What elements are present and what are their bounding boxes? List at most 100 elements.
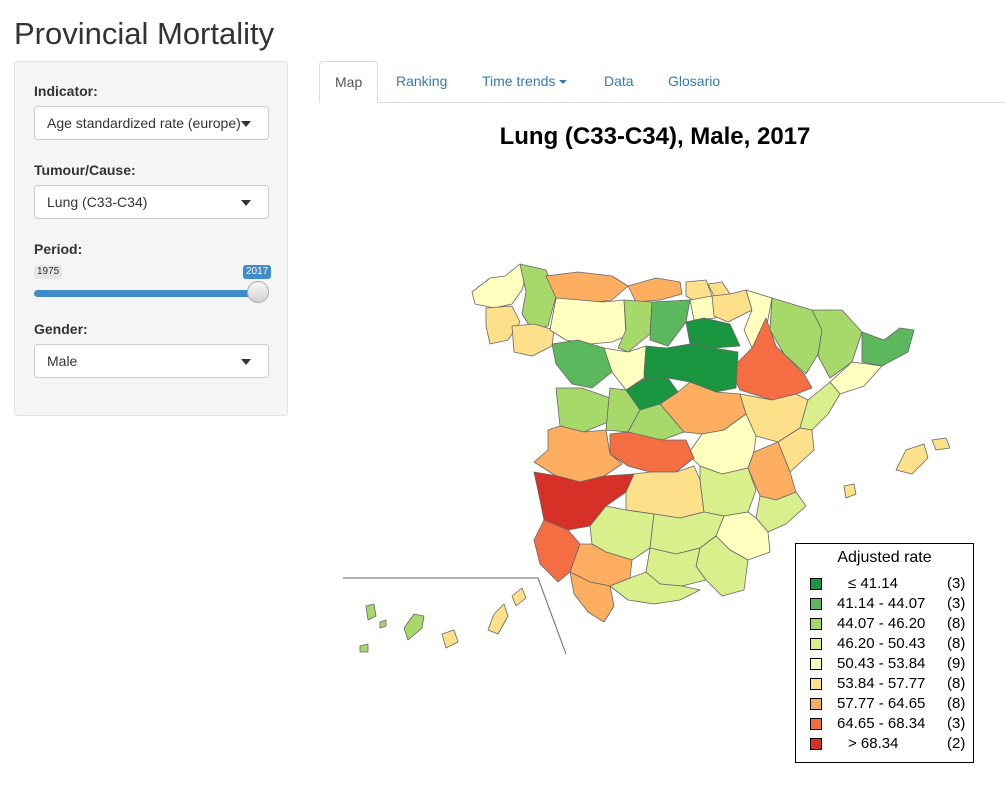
- province-region[interactable]: [649, 299, 691, 347]
- period-slider-handle[interactable]: [247, 281, 269, 303]
- gender-label: Gender:: [34, 321, 88, 337]
- province-region[interactable]: [533, 519, 581, 583]
- indicator-value: Age standardized rate (europe): [47, 115, 241, 131]
- indicator-select[interactable]: Age standardized rate (europe): [34, 106, 269, 140]
- tab-ranking-label: Ranking: [396, 73, 448, 89]
- province-region[interactable]: [471, 263, 529, 309]
- period-slider-value-label: 2017: [243, 265, 272, 279]
- tab-map-label: Map: [335, 74, 363, 90]
- tab-glosario-label: Glosario: [668, 73, 721, 89]
- tab-map[interactable]: Map: [319, 61, 379, 103]
- tab-data-label: Data: [604, 73, 634, 89]
- legend-count: (2): [947, 735, 966, 752]
- province-region[interactable]: [365, 603, 377, 621]
- legend-label: ≤ 41.14: [848, 575, 898, 592]
- province-region[interactable]: [533, 471, 635, 531]
- province-region[interactable]: [755, 491, 807, 533]
- tumour-label: Tumour/Cause:: [34, 162, 136, 178]
- legend-swatch: [810, 738, 822, 750]
- province-region[interactable]: [511, 587, 527, 607]
- legend-swatch: [810, 598, 822, 610]
- chevron-down-icon: [559, 80, 568, 85]
- tab-bar: Map Ranking Time trends Data Glosario: [319, 61, 1005, 103]
- legend-swatch: [810, 638, 822, 650]
- province-region[interactable]: [403, 613, 425, 641]
- legend-label: 46.20 - 50.43: [837, 635, 926, 652]
- province-region[interactable]: [569, 571, 615, 623]
- period-slider-track[interactable]: [34, 290, 259, 297]
- province-region[interactable]: [359, 643, 369, 653]
- legend-title: Adjusted rate: [837, 549, 932, 566]
- legend-label: 53.84 - 57.77: [837, 675, 926, 692]
- tab-time-trends[interactable]: Time trends: [467, 61, 582, 103]
- legend-swatch: [810, 698, 822, 710]
- legend-count: (3): [947, 715, 966, 732]
- legend-item: 44.07 - 46.20 (8): [810, 615, 972, 635]
- legend-label: 41.14 - 44.07: [837, 595, 926, 612]
- province-region[interactable]: [549, 297, 627, 345]
- chevron-down-icon: [241, 121, 251, 127]
- map-legend: Adjusted rate ≤ 41.14 (3) 41.14 - 44.07 (3)…: [795, 543, 974, 763]
- province-region[interactable]: [625, 465, 705, 519]
- province-region[interactable]: [551, 339, 613, 389]
- province-region[interactable]: [895, 443, 929, 475]
- app-title: Provincial Mortality: [14, 16, 275, 51]
- legend-swatch: [810, 678, 822, 690]
- legend-count: (9): [947, 655, 966, 672]
- legend-item: ≤ 41.14 (3): [810, 575, 972, 595]
- province-region[interactable]: [609, 431, 695, 473]
- legend-item: 41.14 - 44.07 (3): [810, 595, 972, 615]
- chevron-down-icon: [241, 200, 251, 206]
- province-region[interactable]: [555, 387, 611, 433]
- province-map: [343, 263, 951, 655]
- province-region[interactable]: [441, 629, 459, 649]
- legend-swatch: [810, 578, 822, 590]
- legend-item: 53.84 - 57.77 (8): [810, 675, 972, 695]
- legend-label: > 68.34: [848, 735, 899, 752]
- province-region[interactable]: [511, 323, 555, 357]
- legend-label: 50.43 - 53.84: [837, 655, 926, 672]
- province-region[interactable]: [603, 345, 647, 391]
- gender-value: Male: [47, 353, 78, 369]
- province-region[interactable]: [685, 317, 741, 349]
- map-title: Lung (C33-C34), Male, 2017: [499, 123, 811, 150]
- tumour-value: Lung (C33-C34): [47, 194, 148, 210]
- gender-select[interactable]: Male: [34, 344, 269, 378]
- province-region[interactable]: [627, 277, 683, 303]
- chevron-down-icon: [241, 359, 251, 365]
- province-region[interactable]: [519, 263, 557, 331]
- tab-data[interactable]: Data: [589, 61, 649, 103]
- legend-item: > 68.34 (2): [810, 735, 972, 755]
- legend-count: (3): [947, 575, 966, 592]
- legend-item: 50.43 - 53.84 (9): [810, 655, 972, 675]
- legend-count: (8): [947, 695, 966, 712]
- province-region[interactable]: [699, 465, 757, 517]
- legend-label: 64.65 - 68.34: [837, 715, 926, 732]
- legend-count: (8): [947, 675, 966, 692]
- tab-time-trends-label: Time trends: [482, 73, 556, 89]
- province-region[interactable]: [609, 571, 701, 605]
- canary-inset-border: [343, 577, 567, 655]
- province-region[interactable]: [829, 361, 883, 395]
- province-region[interactable]: [689, 295, 717, 321]
- legend-swatch: [810, 718, 822, 730]
- legend-count: (8): [947, 635, 966, 652]
- legend-item: 57.77 - 64.65 (8): [810, 695, 972, 715]
- tumour-select[interactable]: Lung (C33-C34): [34, 185, 269, 219]
- tab-ranking[interactable]: Ranking: [381, 61, 462, 103]
- legend-item: 46.20 - 50.43 (8): [810, 635, 972, 655]
- province-region[interactable]: [843, 483, 857, 499]
- province-region[interactable]: [487, 603, 509, 635]
- legend-label: 44.07 - 46.20: [837, 615, 926, 632]
- province-region[interactable]: [811, 309, 863, 379]
- province-region[interactable]: [379, 619, 387, 629]
- province-region[interactable]: [861, 327, 915, 367]
- period-slider-min-label: 1975: [34, 265, 63, 279]
- province-region[interactable]: [485, 305, 521, 345]
- legend-count: (3): [947, 595, 966, 612]
- province-region[interactable]: [931, 437, 951, 451]
- province-region[interactable]: [533, 425, 623, 483]
- tab-glosario[interactable]: Glosario: [653, 61, 735, 103]
- period-label: Period:: [34, 241, 83, 257]
- province-region[interactable]: [777, 427, 815, 473]
